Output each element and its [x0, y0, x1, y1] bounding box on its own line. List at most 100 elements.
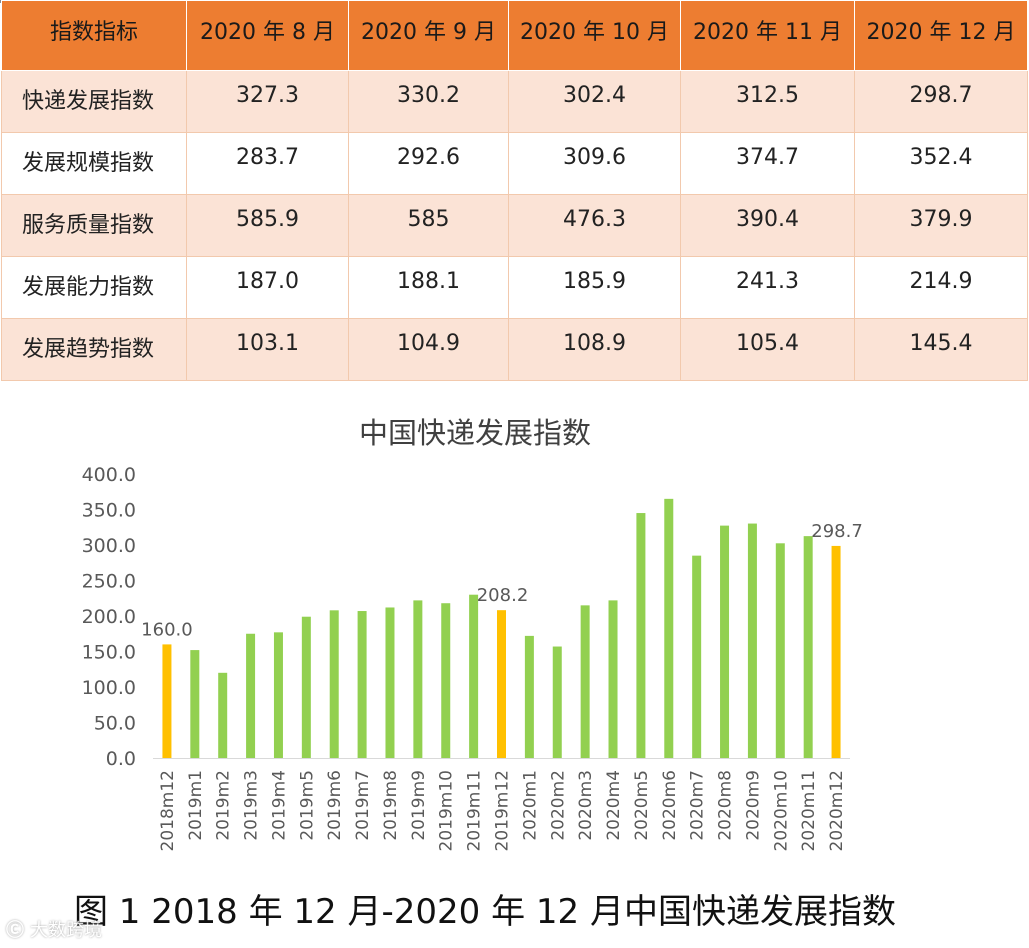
table-cell: 302.4 — [508, 70, 681, 133]
table-cell: 103.1 — [186, 318, 349, 381]
table-row: 服务质量指数 585.9 585 476.3 390.4 379.9 — [1, 194, 1028, 257]
x-tick-label: 2020m8 — [716, 770, 736, 841]
table-cell: 352.4 — [854, 132, 1028, 195]
bar — [357, 611, 367, 758]
bar — [720, 525, 730, 758]
x-tick-label: 2020m1 — [520, 770, 540, 841]
table-cell: 188.1 — [348, 256, 509, 319]
chart-title: 中国快递发展指数 — [358, 416, 591, 450]
table-cell: 330.2 — [348, 70, 509, 133]
x-tick-label: 2019m11 — [465, 770, 485, 851]
table-header-row: 指数指标 2020 年 8 月 2020 年 9 月 2020 年 10 月 2… — [1, 0, 1028, 71]
table-row: 发展趋势指数 103.1 104.9 108.9 105.4 145.4 — [1, 318, 1028, 381]
row-label: 快递发展指数 — [1, 70, 187, 133]
header-month: 2020 年 9 月 — [348, 0, 509, 71]
x-tick-label: 2020m2 — [548, 770, 568, 841]
x-tick-label: 2019m5 — [297, 770, 317, 841]
x-tick-label: 2019m6 — [325, 770, 345, 841]
bar — [803, 536, 813, 758]
x-tick-label: 2019m8 — [381, 770, 401, 841]
x-tick-label: 2019m2 — [214, 770, 234, 841]
bar — [301, 616, 311, 758]
bar — [552, 646, 562, 758]
row-label: 发展能力指数 — [1, 256, 187, 319]
watermark-logo-icon: Ⓒ — [6, 920, 24, 941]
x-tick-label: 2019m4 — [269, 770, 289, 841]
x-tick-label: 2019m10 — [437, 770, 457, 851]
table-cell: 185.9 — [508, 256, 681, 319]
y-tick-label: 250.0 — [82, 571, 136, 593]
x-tick-label: 2020m9 — [743, 770, 763, 841]
table-cell: 309.6 — [508, 132, 681, 195]
table-cell: 108.9 — [508, 318, 681, 381]
row-label: 发展规模指数 — [1, 132, 187, 195]
data-label: 160.0 — [141, 619, 193, 640]
bar — [497, 610, 506, 758]
header-month: 2020 年 10 月 — [508, 0, 681, 71]
bar — [385, 607, 395, 758]
data-label: 298.7 — [811, 521, 863, 542]
bar — [273, 632, 283, 758]
header-month: 2020 年 12 月 — [854, 0, 1028, 71]
figure-caption: 图 1 2018 年 12 月-2020 年 12 月中国快递发展指数 — [74, 892, 896, 932]
bar — [580, 605, 590, 758]
table-cell: 585 — [348, 194, 509, 257]
index-table: 指数指标 2020 年 8 月 2020 年 9 月 2020 年 10 月 2… — [1, 0, 1028, 381]
table-cell: 390.4 — [680, 194, 855, 257]
x-tick-label: 2018m12 — [158, 770, 178, 851]
table-cell: 379.9 — [854, 194, 1028, 257]
y-tick-label: 50.0 — [94, 713, 136, 735]
row-label: 服务质量指数 — [1, 194, 187, 257]
y-tick-label: 350.0 — [82, 500, 136, 522]
table-cell: 292.6 — [348, 132, 509, 195]
x-tick-label: 2019m9 — [409, 770, 429, 841]
data-label: 208.2 — [477, 585, 529, 606]
table-cell: 327.3 — [186, 70, 349, 133]
y-tick-label: 100.0 — [82, 677, 136, 699]
bar — [636, 513, 646, 758]
bar — [441, 603, 451, 758]
table-cell: 241.3 — [680, 256, 855, 319]
bar — [469, 594, 479, 758]
bar — [747, 523, 757, 758]
header-month: 2020 年 8 月 — [186, 0, 349, 71]
y-tick-label: 200.0 — [82, 606, 136, 628]
x-tick-label: 2020m5 — [632, 770, 652, 841]
table-cell: 298.7 — [854, 70, 1028, 133]
y-tick-label: 0.0 — [106, 748, 136, 770]
table-cell: 145.4 — [854, 318, 1028, 381]
table-cell: 214.9 — [854, 256, 1028, 319]
table-cell: 374.7 — [680, 132, 855, 195]
bar — [692, 555, 702, 758]
y-tick-label: 400.0 — [82, 464, 136, 486]
bar — [246, 633, 256, 758]
x-tick-label: 2020m11 — [799, 770, 819, 851]
x-tick-label: 2019m12 — [493, 770, 513, 851]
table-cell: 105.4 — [680, 318, 855, 381]
table-cell: 187.0 — [186, 256, 349, 319]
watermark: Ⓒ 大数跨境 — [6, 916, 102, 942]
y-tick-label: 300.0 — [82, 535, 136, 557]
bar — [664, 498, 674, 758]
x-tick-label: 2019m3 — [242, 770, 262, 841]
table-row: 发展规模指数 283.7 292.6 309.6 374.7 352.4 — [1, 132, 1028, 195]
bar — [524, 635, 534, 758]
bar — [831, 545, 841, 758]
bar — [162, 644, 172, 758]
watermark-text: 大数跨境 — [30, 920, 102, 941]
x-tick-label: 2019m7 — [353, 770, 373, 841]
table-row: 快递发展指数 327.3 330.2 302.4 312.5 298.7 — [1, 70, 1028, 133]
table-row: 发展能力指数 187.0 188.1 185.9 241.3 214.9 — [1, 256, 1028, 319]
row-label: 发展趋势指数 — [1, 318, 187, 381]
bar — [190, 650, 200, 758]
x-tick-label: 2020m10 — [771, 770, 791, 851]
header-month: 2020 年 11 月 — [680, 0, 855, 71]
table-cell: 283.7 — [186, 132, 349, 195]
x-tick-label: 2020m7 — [688, 770, 708, 841]
table-cell: 104.9 — [348, 318, 509, 381]
bar — [775, 543, 785, 758]
bar — [218, 672, 228, 758]
y-tick-label: 150.0 — [82, 642, 136, 664]
bar-chart: 0.0 50.0 100.0 150.0 200.0 250.0 300.0 350.0 400… — [82, 464, 863, 851]
table-cell: 585.9 — [186, 194, 349, 257]
